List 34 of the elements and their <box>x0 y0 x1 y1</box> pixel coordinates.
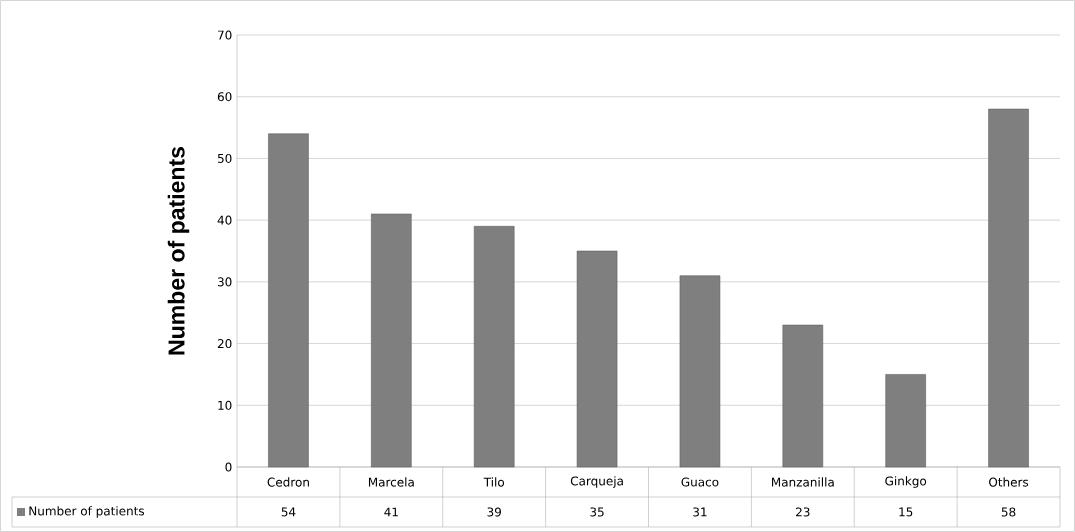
y-tick-label: 70 <box>218 30 232 40</box>
data-label: 39 <box>487 507 501 517</box>
x-tick-label: Cedron <box>267 477 309 487</box>
data-label: 31 <box>693 507 707 517</box>
x-tick-label: Guaco <box>681 477 719 487</box>
y-tick-label: 20 <box>217 339 232 349</box>
x-tick-label: Tilo <box>483 477 505 487</box>
x-tick-label: Marcela <box>368 477 414 487</box>
x-tick-label: Ginkgo <box>885 476 927 488</box>
data-label: 41 <box>384 507 398 517</box>
x-tick-label: Carqueja <box>570 476 623 488</box>
data-label: 23 <box>796 507 810 517</box>
bar <box>576 250 618 468</box>
bar <box>679 275 721 468</box>
y-axis-title: Number of patients <box>167 146 190 355</box>
bar <box>782 324 824 468</box>
bar <box>473 226 515 468</box>
y-tick-label: 50 <box>217 153 232 163</box>
y-tick-label: 10 <box>218 400 232 410</box>
bar <box>268 133 309 468</box>
bar <box>371 213 412 468</box>
bar <box>988 108 1029 468</box>
y-tick-label: 40 <box>217 215 232 225</box>
y-tick-label: 30 <box>217 277 232 287</box>
bar <box>885 374 926 468</box>
y-tick-label: 0 <box>225 462 232 472</box>
x-tick-label: Manzanilla <box>772 477 834 487</box>
x-tick-label: Others <box>989 477 1029 487</box>
data-label: 58 <box>1001 507 1016 517</box>
legend-label: Number of patients <box>29 506 145 518</box>
data-label: 35 <box>590 507 604 517</box>
y-tick-label: 60 <box>217 92 232 102</box>
data-label: 15 <box>899 507 913 517</box>
data-label: 54 <box>281 507 296 517</box>
